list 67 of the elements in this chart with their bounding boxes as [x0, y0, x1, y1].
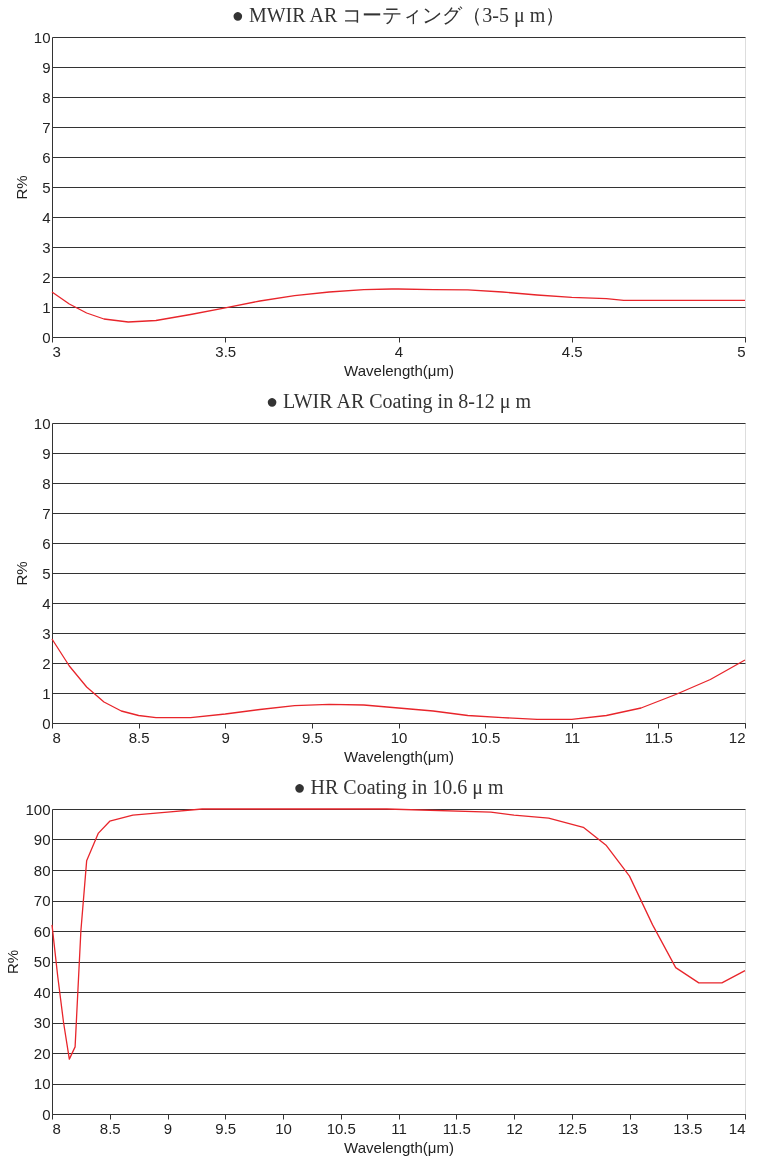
x-tick-label: 4.5	[561, 342, 583, 360]
y-tick-label: 2	[42, 654, 51, 672]
x-tick-label: 10	[275, 1119, 292, 1137]
y-tick-label: 8	[42, 474, 51, 492]
y-tick-label: 50	[33, 953, 51, 970]
y-tick-label: 70	[33, 892, 51, 909]
x-tick-label: 11	[391, 1119, 407, 1137]
x-tick-label: 9.5	[301, 728, 323, 746]
y-tick-label: 90	[33, 831, 51, 848]
chart-title: ● MWIR AR コーティング（3-5 μ m）	[231, 4, 566, 27]
x-tick-label: 11	[564, 728, 581, 746]
x-tick-label: 10.5	[471, 728, 501, 746]
y-tick-label: 3	[42, 238, 51, 256]
y-tick-label: 7	[42, 118, 51, 136]
y-axis-title: R%	[4, 949, 22, 975]
y-tick-label: 2	[42, 268, 51, 286]
y-tick-label: 6	[42, 148, 51, 166]
x-tick-label: 8.5	[128, 728, 150, 746]
x-axis-title: Wavelength(μm)	[344, 1138, 454, 1156]
x-tick-label: 11.5	[442, 1119, 471, 1137]
x-tick-label: 9	[221, 728, 230, 746]
y-tick-label: 4	[42, 594, 51, 612]
x-tick-label: 14	[728, 1119, 746, 1137]
x-tick-label: 9.5	[215, 1119, 237, 1137]
chart-title: ● LWIR AR Coating in 8-12 μ m	[265, 390, 532, 413]
x-tick-label: 5	[737, 342, 746, 360]
x-axis-title: Wavelength(μm)	[344, 747, 454, 765]
x-tick-label: 12	[728, 728, 746, 746]
x-tick-label: 13.5	[673, 1119, 703, 1137]
y-tick-label: 9	[42, 444, 51, 462]
y-tick-label: 80	[33, 861, 51, 879]
x-tick-label: 12.5	[557, 1119, 587, 1137]
y-tick-label: 10	[33, 414, 51, 432]
x-tick-label: 13	[621, 1119, 639, 1137]
y-tick-label: 7	[42, 504, 51, 522]
x-tick-label: 12	[506, 1119, 523, 1137]
y-tick-label: 100	[25, 800, 51, 818]
y-tick-label: 20	[33, 1044, 51, 1062]
y-tick-label: 1	[42, 298, 51, 316]
y-axis-title: R%	[12, 175, 30, 200]
y-tick-label: 6	[42, 534, 51, 552]
chart-title: ● HR Coating in 10.6 μ m	[293, 776, 504, 799]
y-tick-label: 0	[42, 1105, 51, 1123]
y-axis-title: R%	[12, 561, 30, 586]
y-tick-label: 40	[33, 983, 51, 1001]
y-tick-label: 30	[33, 1014, 51, 1031]
x-tick-label: 8.5	[99, 1119, 121, 1137]
x-tick-label: 3.5	[215, 342, 237, 360]
x-tick-label: 11.5	[644, 728, 673, 746]
x-tick-label: 10	[390, 728, 408, 746]
y-tick-label: 8	[42, 88, 51, 106]
x-axis-title: Wavelength(μm)	[344, 361, 454, 379]
y-tick-label: 9	[42, 58, 51, 76]
y-tick-label: 10	[33, 28, 51, 46]
y-tick-label: 5	[42, 564, 51, 582]
y-tick-label: 4	[42, 208, 51, 226]
x-tick-label: 4	[394, 342, 404, 360]
y-tick-label: 1	[42, 684, 51, 702]
y-tick-label: 3	[42, 624, 51, 642]
y-tick-label: 5	[42, 178, 51, 196]
y-tick-label: 0	[42, 714, 51, 732]
y-tick-label: 10	[33, 1075, 51, 1092]
y-tick-label: 60	[33, 922, 51, 940]
x-tick-label: 9	[163, 1119, 173, 1137]
line-series	[51, 288, 746, 323]
y-tick-label: 0	[42, 328, 51, 346]
x-tick-label: 10.5	[326, 1119, 356, 1137]
